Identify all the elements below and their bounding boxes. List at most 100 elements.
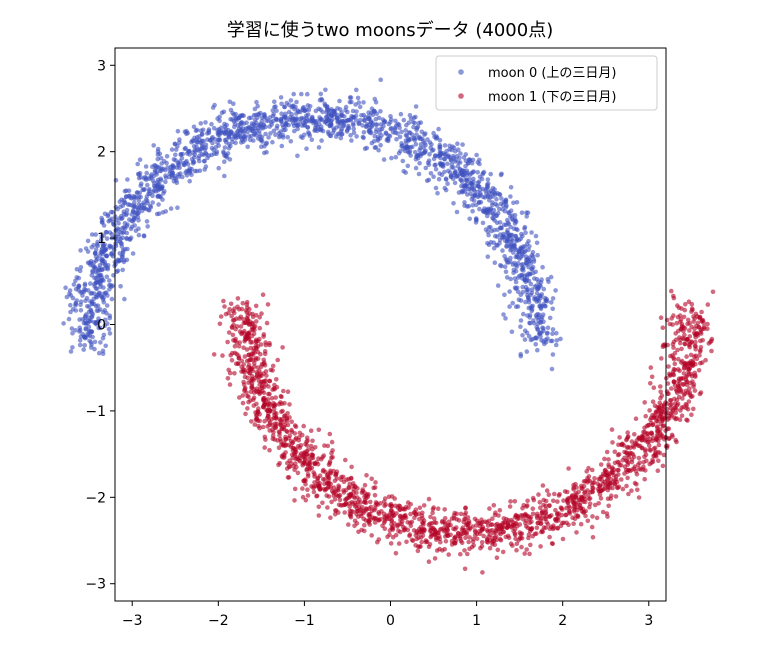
- data-point-moon-0: [93, 286, 99, 291]
- data-point-moon-1: [285, 389, 291, 395]
- data-point-moon-0: [320, 128, 326, 134]
- data-point-moon-1: [369, 533, 375, 538]
- data-point-moon-1: [298, 455, 303, 461]
- data-point-moon-0: [417, 147, 422, 153]
- data-point-moon-0: [494, 213, 500, 218]
- data-point-moon-0: [414, 153, 420, 159]
- data-point-moon-0: [279, 143, 285, 149]
- data-point-moon-0: [437, 137, 443, 143]
- data-point-moon-1: [493, 510, 498, 515]
- data-point-moon-1: [309, 455, 315, 461]
- data-point-moon-0: [107, 243, 112, 249]
- data-point-moon-1: [307, 466, 313, 471]
- data-point-moon-1: [314, 460, 320, 465]
- data-point-moon-0: [461, 155, 467, 160]
- data-point-moon-0: [550, 306, 555, 312]
- data-point-moon-1: [271, 429, 276, 435]
- data-point-moon-1: [534, 525, 540, 531]
- data-point-moon-1: [407, 520, 413, 526]
- data-point-moon-0: [319, 138, 324, 143]
- data-point-moon-0: [212, 102, 217, 108]
- data-point-moon-1: [278, 393, 284, 399]
- data-point-moon-1: [305, 487, 310, 493]
- data-point-moon-0: [175, 128, 181, 134]
- data-point-moon-0: [145, 182, 150, 188]
- data-point-moon-0: [270, 139, 275, 145]
- data-point-moon-1: [689, 339, 694, 345]
- data-point-moon-1: [598, 474, 604, 480]
- data-point-moon-0: [132, 200, 137, 206]
- data-point-moon-0: [101, 300, 107, 305]
- data-point-moon-0: [231, 119, 237, 124]
- data-point-moon-0: [305, 91, 310, 97]
- data-point-moon-1: [253, 357, 259, 363]
- data-point-moon-0: [122, 200, 128, 205]
- data-point-moon-1: [692, 388, 698, 393]
- data-point-moon-1: [414, 529, 420, 534]
- data-point-moon-1: [378, 501, 383, 506]
- data-point-moon-1: [264, 373, 269, 378]
- data-point-moon-1: [693, 334, 698, 340]
- data-point-moon-1: [693, 353, 698, 359]
- data-point-moon-1: [243, 320, 249, 325]
- data-point-moon-0: [127, 193, 133, 199]
- data-point-moon-0: [544, 331, 550, 336]
- data-point-moon-0: [120, 247, 126, 253]
- data-point-moon-1: [679, 346, 684, 352]
- data-point-moon-0: [511, 267, 517, 273]
- data-point-moon-1: [227, 382, 233, 387]
- data-point-moon-1: [344, 497, 349, 502]
- data-point-moon-1: [634, 438, 640, 443]
- data-point-moon-0: [388, 117, 394, 122]
- data-point-moon-1: [658, 389, 663, 395]
- data-point-moon-1: [307, 461, 312, 466]
- data-point-moon-0: [234, 133, 239, 138]
- data-point-moon-0: [117, 199, 123, 204]
- data-point-moon-0: [81, 347, 86, 352]
- data-point-moon-1: [472, 516, 478, 522]
- data-point-moon-0: [351, 122, 356, 128]
- data-point-moon-0: [402, 145, 408, 150]
- data-point-moon-1: [671, 366, 677, 372]
- data-point-moon-1: [261, 332, 267, 337]
- data-point-moon-0: [334, 115, 340, 121]
- data-point-moon-0: [408, 116, 414, 122]
- data-point-moon-0: [462, 185, 468, 190]
- data-point-moon-1: [699, 360, 705, 365]
- data-point-moon-1: [416, 535, 421, 541]
- data-point-moon-1: [489, 522, 495, 527]
- data-point-moon-0: [209, 145, 215, 151]
- data-point-moon-0: [73, 328, 78, 333]
- data-point-moon-0: [525, 295, 531, 300]
- data-point-moon-0: [549, 366, 555, 372]
- data-point-moon-0: [353, 118, 359, 123]
- data-point-moon-0: [163, 209, 169, 214]
- data-point-moon-0: [442, 143, 448, 148]
- data-point-moon-0: [429, 148, 435, 153]
- data-point-moon-0: [531, 318, 536, 323]
- data-point-moon-0: [529, 287, 535, 293]
- data-point-moon-0: [127, 236, 132, 242]
- data-point-moon-1: [263, 382, 269, 387]
- data-point-moon-0: [184, 168, 189, 174]
- data-point-moon-0: [531, 257, 537, 262]
- data-point-moon-0: [535, 321, 541, 327]
- data-point-moon-1: [316, 456, 321, 461]
- data-point-moon-0: [77, 327, 83, 333]
- data-point-moon-0: [209, 136, 215, 141]
- data-point-moon-0: [359, 113, 364, 118]
- data-point-moon-0: [442, 185, 448, 191]
- data-point-moon-0: [260, 139, 265, 144]
- data-point-moon-1: [583, 499, 588, 505]
- data-point-moon-1: [270, 363, 276, 369]
- data-point-moon-1: [277, 460, 283, 466]
- data-point-moon-1: [660, 424, 666, 429]
- data-point-moon-0: [124, 230, 130, 236]
- data-point-moon-1: [684, 373, 690, 378]
- data-point-moon-0: [337, 98, 342, 104]
- data-point-moon-1: [534, 511, 540, 517]
- data-point-moon-1: [658, 384, 663, 389]
- data-point-moon-1: [242, 354, 248, 359]
- data-point-moon-1: [560, 536, 566, 542]
- data-point-moon-0: [523, 279, 528, 285]
